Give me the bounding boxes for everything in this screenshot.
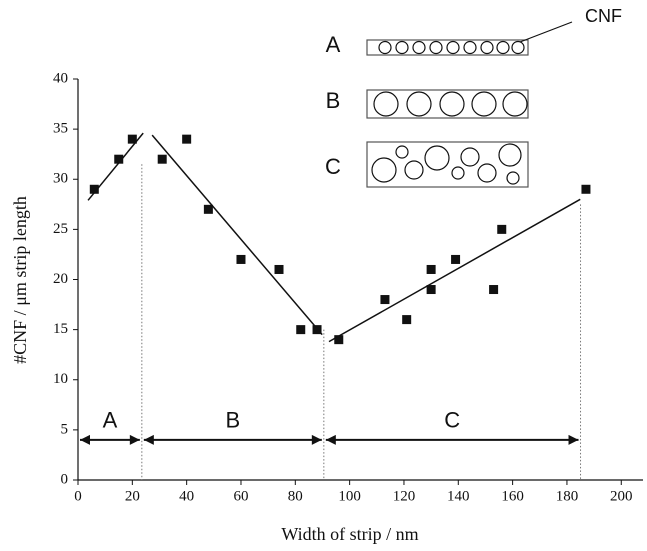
data-point — [89, 184, 99, 194]
y-tick-label: 25 — [53, 221, 68, 237]
x-tick-label: 140 — [447, 488, 470, 504]
x-tick-label: 0 — [74, 488, 82, 504]
data-point — [236, 254, 246, 264]
y-tick-label: 40 — [53, 70, 68, 86]
y-tick-label: 20 — [53, 271, 68, 287]
inset-circles — [378, 40, 525, 55]
y-tick-label: 10 — [53, 371, 68, 387]
x-tick-label: 200 — [610, 488, 633, 504]
x-tick-label: 160 — [501, 488, 524, 504]
y-tick-label: 5 — [61, 421, 69, 437]
y-tick-label: 30 — [53, 171, 68, 187]
region-label: C — [444, 408, 460, 433]
x-tick-label: 180 — [556, 488, 579, 504]
inset-label: B — [326, 88, 341, 113]
insets — [366, 21, 573, 188]
inset-circles — [373, 91, 528, 117]
data-point — [127, 134, 137, 144]
data-point — [581, 184, 591, 194]
x-tick-label: 120 — [393, 488, 416, 504]
x-tick-label: 80 — [288, 488, 303, 504]
x-axis-label: Width of strip / nm — [281, 524, 418, 544]
fit-line — [151, 134, 323, 336]
data-point — [451, 254, 461, 264]
y-tick-label: 0 — [61, 471, 69, 487]
inset-pointer — [519, 21, 573, 43]
data-point — [497, 224, 507, 234]
data-point — [402, 315, 412, 325]
y-axis-label: #CNF / μm strip length — [10, 196, 30, 364]
x-tick-label: 20 — [125, 488, 140, 504]
data-point — [274, 264, 284, 274]
data-point — [296, 325, 306, 335]
data-point — [380, 295, 390, 305]
data-point — [426, 264, 436, 274]
inset-label: A — [326, 32, 341, 57]
inset-circles — [371, 143, 522, 185]
data-point — [182, 134, 192, 144]
data-point — [426, 285, 436, 295]
y-tick-label: 35 — [53, 121, 68, 137]
y-tick-label: 15 — [53, 321, 68, 337]
inset-note: CNF — [585, 6, 622, 26]
data-point — [157, 154, 167, 164]
inset-label: C — [325, 154, 341, 179]
fit-line — [328, 198, 581, 343]
data-point — [312, 325, 322, 335]
x-tick-label: 100 — [338, 488, 361, 504]
data-point — [334, 335, 344, 345]
inset-strip — [366, 89, 529, 119]
data-point — [114, 154, 124, 164]
region-label: B — [225, 408, 240, 433]
x-tick-label: 40 — [179, 488, 194, 504]
data-point — [489, 285, 499, 295]
x-tick-label: 60 — [233, 488, 248, 504]
data-point — [203, 204, 213, 214]
region-label: A — [103, 408, 118, 433]
